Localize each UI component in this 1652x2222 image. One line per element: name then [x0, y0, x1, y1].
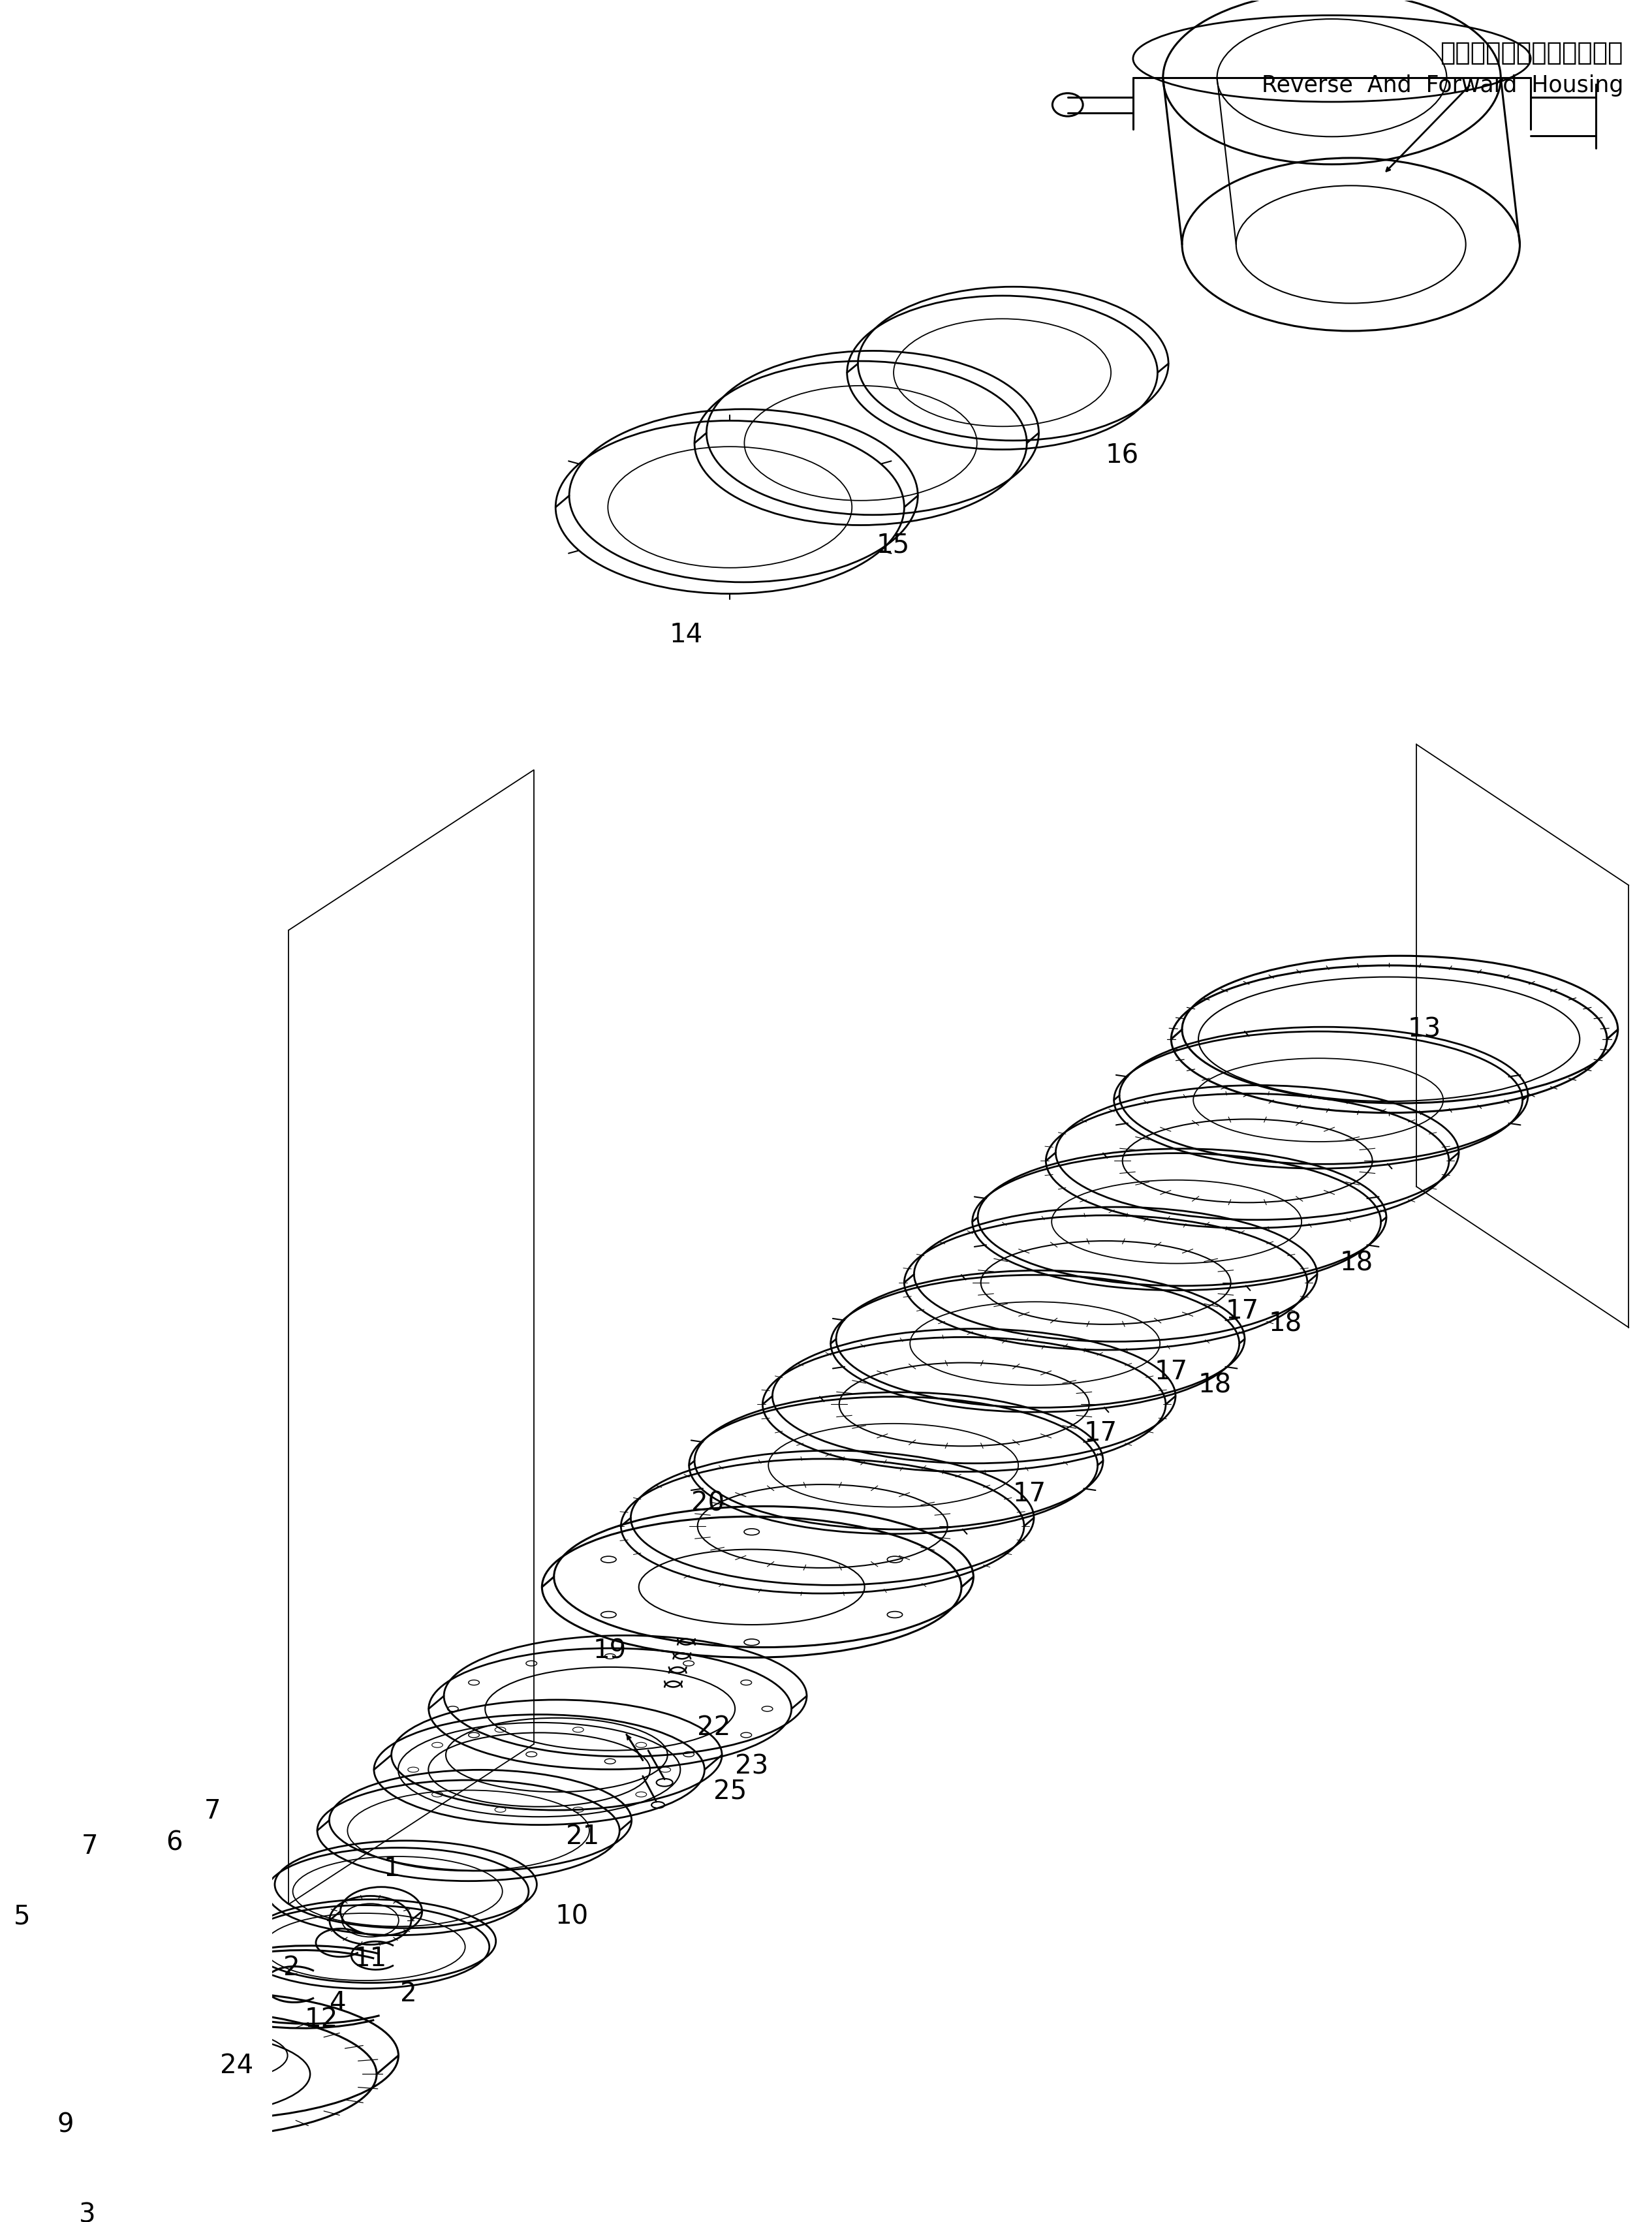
Text: 13: 13 [1408, 1015, 1441, 1042]
Text: 18: 18 [1340, 1251, 1373, 1275]
Text: 17: 17 [1155, 1360, 1188, 1384]
Text: 6: 6 [165, 1831, 183, 1855]
Text: 15: 15 [877, 533, 910, 558]
Text: 17: 17 [1013, 1482, 1046, 1507]
Text: 18: 18 [1269, 1311, 1302, 1338]
Text: 2: 2 [282, 1955, 299, 1982]
Text: 2: 2 [400, 1982, 416, 2006]
Text: Reverse  And  Forward  Housing: Reverse And Forward Housing [1262, 76, 1624, 98]
Text: 17: 17 [1084, 1420, 1117, 1447]
Text: 12: 12 [304, 2006, 339, 2033]
Text: 21: 21 [567, 1824, 600, 1851]
Text: 7: 7 [81, 1833, 97, 1860]
Text: 10: 10 [555, 1904, 588, 1931]
Text: 17: 17 [1226, 1298, 1259, 1324]
Text: 23: 23 [735, 1753, 768, 1780]
Text: 22: 22 [697, 1715, 730, 1742]
Text: 18: 18 [1198, 1373, 1231, 1398]
Text: 16: 16 [1105, 442, 1138, 469]
Text: 4: 4 [329, 1991, 345, 2018]
Text: 後進および前進ハウジング: 後進および前進ハウジング [1441, 40, 1624, 64]
Text: 24: 24 [220, 2053, 254, 2080]
Text: 25: 25 [714, 1780, 747, 1804]
Text: 19: 19 [593, 1638, 626, 1664]
Text: 11: 11 [354, 1946, 387, 1971]
Text: 5: 5 [13, 1904, 30, 1931]
Text: 20: 20 [692, 1491, 725, 1518]
Text: 14: 14 [669, 622, 704, 649]
Text: 1: 1 [383, 1855, 400, 1882]
Text: 9: 9 [56, 2113, 74, 2138]
Text: 3: 3 [79, 2202, 96, 2222]
Text: 7: 7 [205, 1798, 221, 1824]
